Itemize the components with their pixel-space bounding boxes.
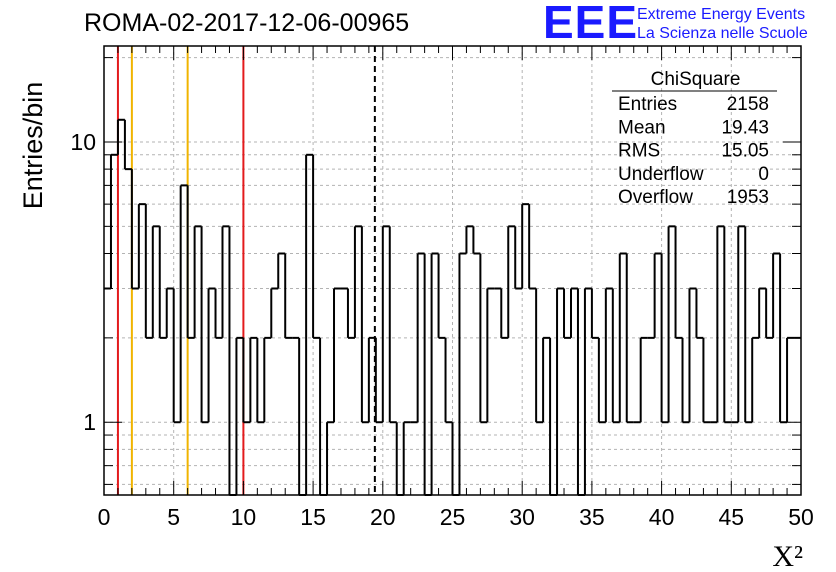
x-tick-label: 50 <box>788 504 814 530</box>
stats-value: 19.43 <box>721 117 769 138</box>
y-tick-label: 1 <box>83 409 96 435</box>
x-tick-label: 20 <box>370 504 396 530</box>
stats-value: 2158 <box>727 94 769 115</box>
x-axis-label: X² <box>772 540 803 572</box>
stats-value: 15.05 <box>721 141 769 162</box>
logo-line-2: La Scienza nelle Scuole <box>637 25 808 42</box>
logo-line-1: Extreme Energy Events <box>637 6 806 23</box>
stats-label: Underflow <box>618 164 704 185</box>
stats-label: Mean <box>618 117 666 138</box>
eee-logo: EEE Extreme Energy Events La Scienza nel… <box>543 0 833 48</box>
x-tick-label: 30 <box>509 504 535 530</box>
x-tick-label: 10 <box>231 504 257 530</box>
stats-title: ChiSquare <box>651 69 741 90</box>
x-tick-label: 25 <box>440 504 466 530</box>
chart-title: ROMA-02-2017-12-06-00965 <box>84 9 410 37</box>
x-tick-label: 0 <box>98 504 111 530</box>
x-tick-label: 35 <box>579 504 605 530</box>
x-tick-label: 40 <box>649 504 675 530</box>
x-tick-label: 15 <box>300 504 326 530</box>
stats-label: Overflow <box>618 187 693 208</box>
stats-value: 1953 <box>727 187 769 208</box>
x-tick-label: 5 <box>167 504 180 530</box>
stats-value: 0 <box>758 164 769 185</box>
x-tick-label: 45 <box>719 504 745 530</box>
y-axis-label: Entries/bin <box>18 82 48 210</box>
stats-label: Entries <box>618 94 677 115</box>
stats-label: RMS <box>618 141 660 162</box>
y-tick-label: 10 <box>70 129 96 155</box>
logo-letters: EEE <box>543 0 639 48</box>
